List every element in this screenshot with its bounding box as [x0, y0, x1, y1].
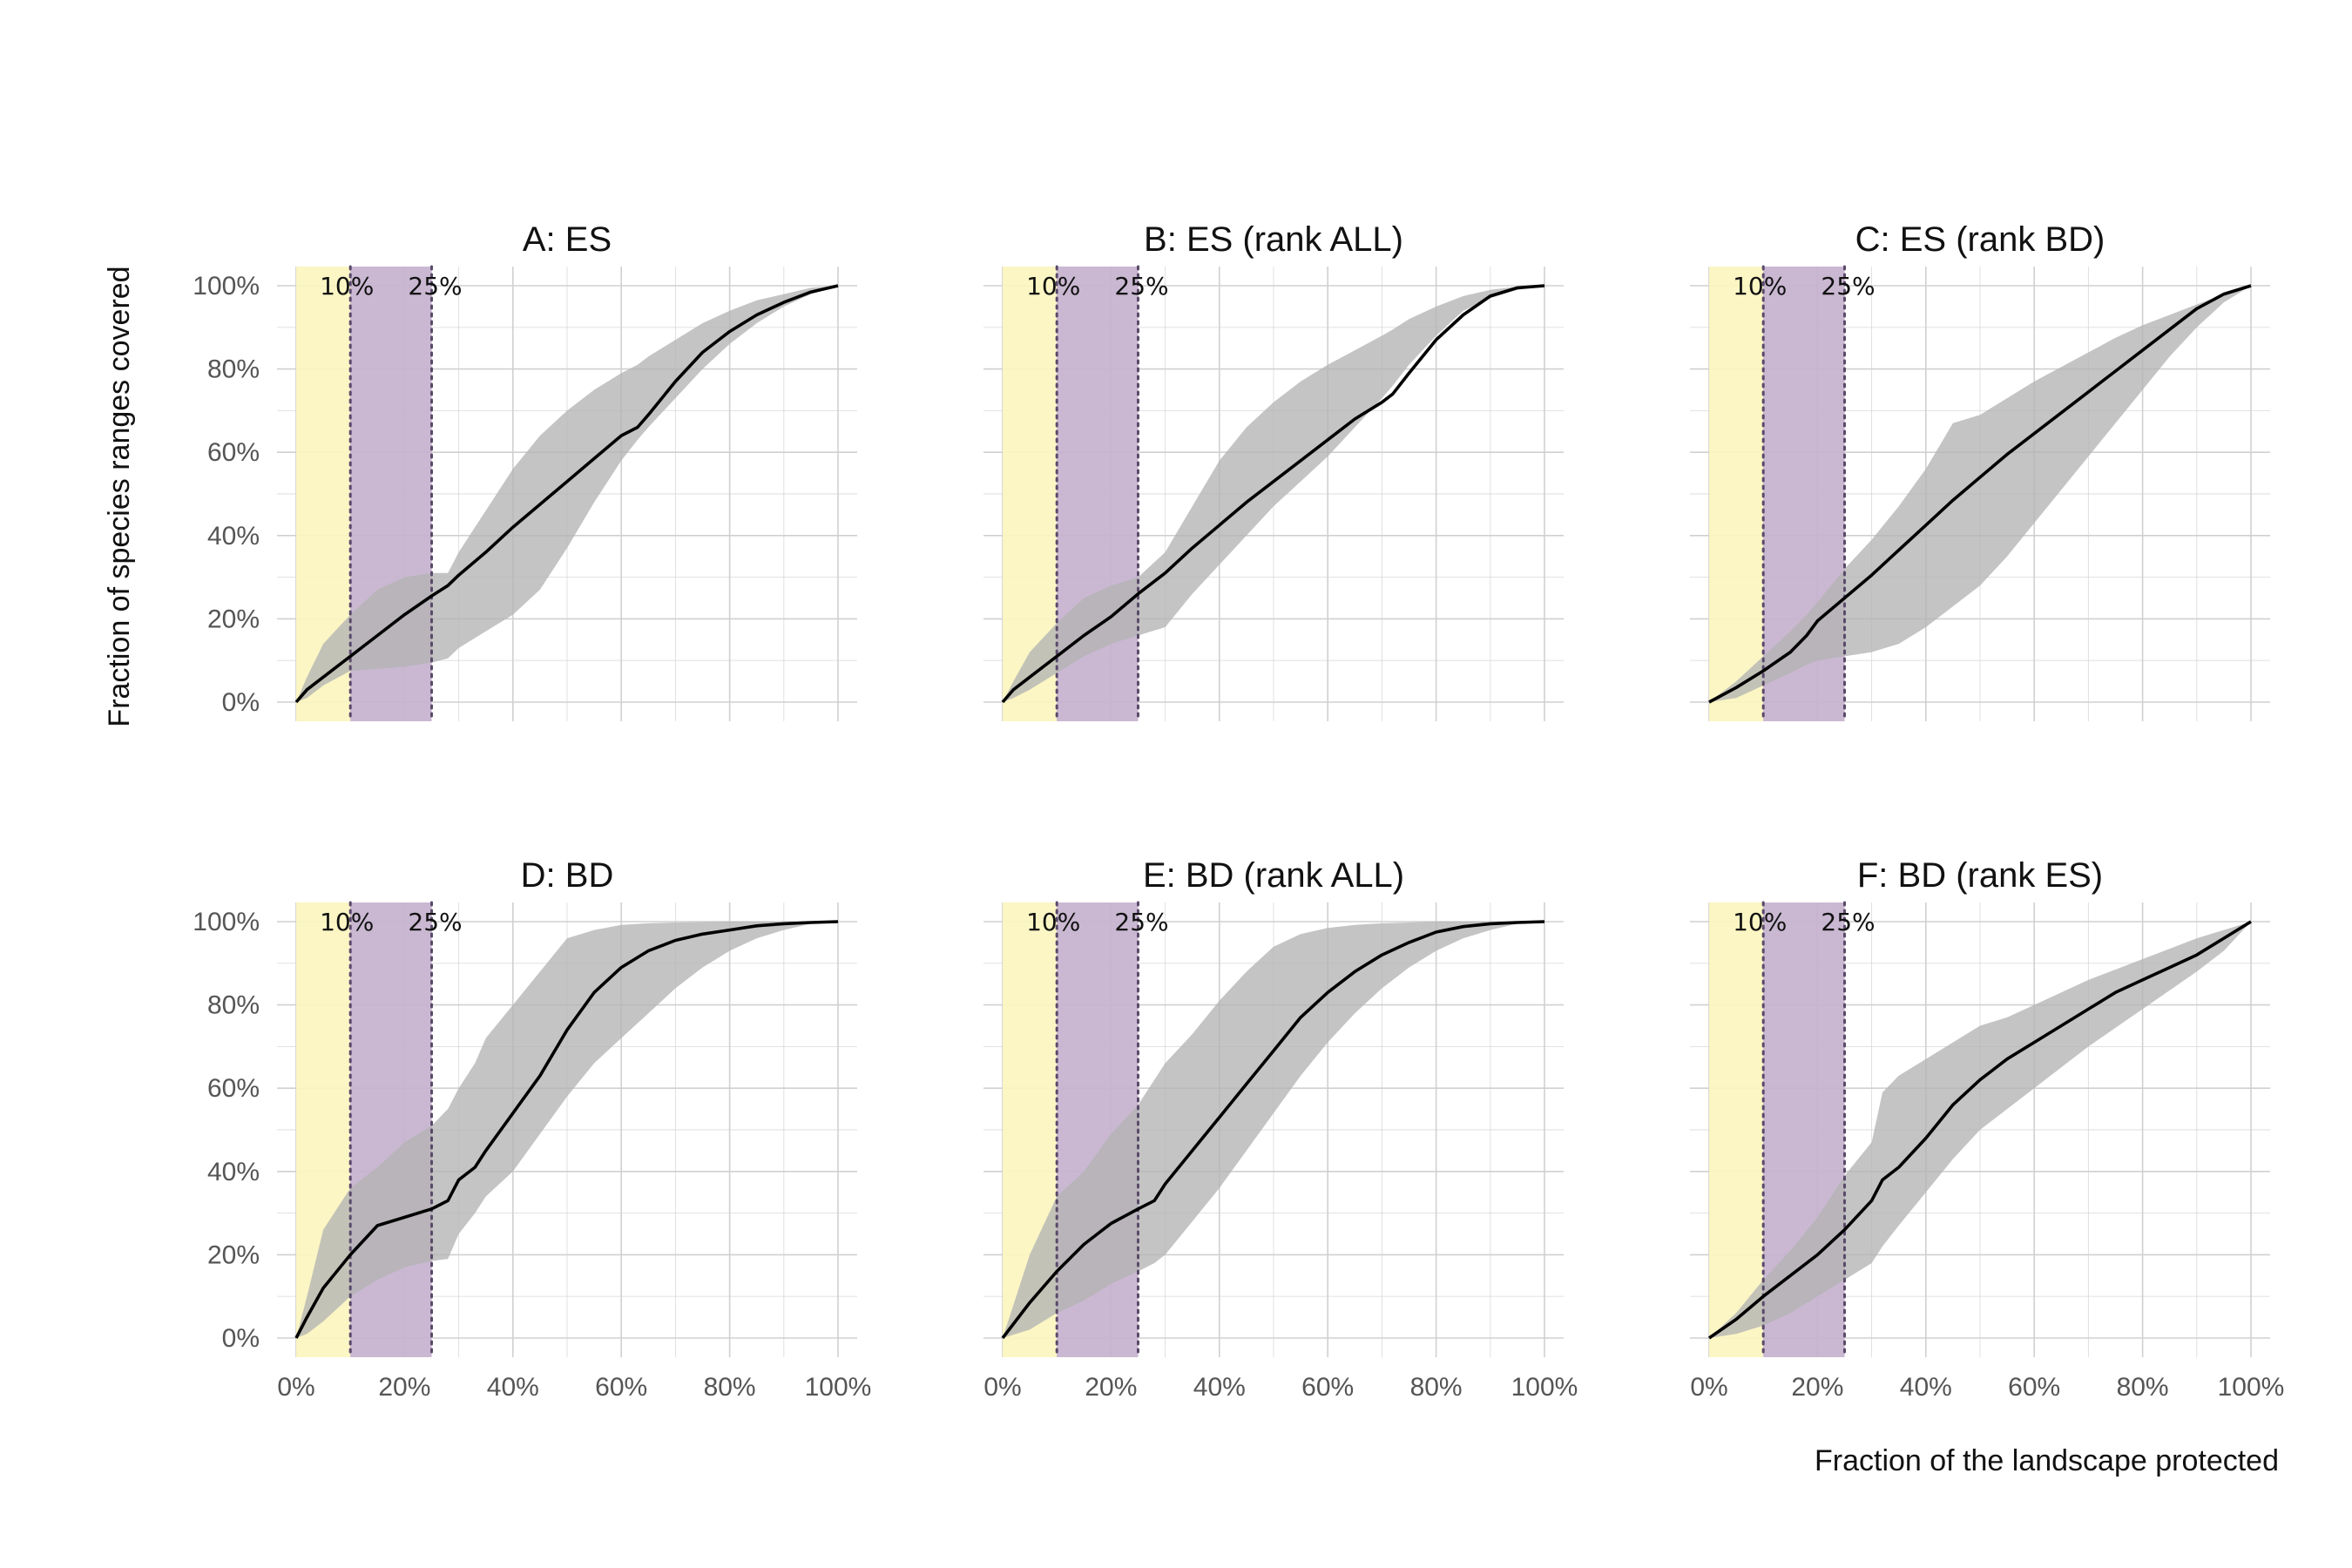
- x-tick-label: 60%: [2008, 1373, 2060, 1402]
- band-label-25: 25%: [408, 272, 462, 301]
- x-tick-label: 100%: [805, 1373, 872, 1402]
- panel-title: D: BD: [521, 856, 614, 895]
- y-tick-label: 100%: [193, 272, 260, 301]
- band-label-10: 10%: [1026, 908, 1080, 936]
- y-tick-label: 40%: [207, 1158, 260, 1186]
- x-axis-label: Fraction of the landscape protected: [1815, 1444, 2279, 1477]
- x-tick-label: 40%: [487, 1373, 539, 1402]
- band-label-25: 25%: [1114, 272, 1168, 301]
- x-tick-label: 100%: [1511, 1373, 1578, 1402]
- y-tick-label: 60%: [207, 1074, 260, 1103]
- panel-title: E: BD (rank ALL): [1143, 856, 1404, 895]
- mean-line: [294, 284, 839, 704]
- y-tick-label: 40%: [207, 522, 260, 551]
- x-tick-label: 40%: [1193, 1373, 1246, 1402]
- band-label-10: 10%: [1733, 272, 1787, 301]
- mean-line: [1708, 284, 2252, 704]
- x-tick-label: 80%: [2117, 1373, 2169, 1402]
- shaded-band-0-10: [1709, 267, 1764, 721]
- y-tick-label: 80%: [207, 355, 260, 384]
- x-tick-label: 80%: [1410, 1373, 1463, 1402]
- mean-line: [1001, 284, 1545, 704]
- band-label-10: 10%: [320, 908, 374, 936]
- x-tick-label: 0%: [1690, 1373, 1727, 1402]
- y-axis-label: Fraction of species ranges covered: [103, 266, 136, 727]
- y-tick-label: 100%: [193, 908, 260, 936]
- x-tick-label: 20%: [378, 1373, 430, 1402]
- x-tick-label: 0%: [277, 1373, 314, 1402]
- band-label-25: 25%: [1114, 908, 1168, 936]
- panel-title: F: BD (rank ES): [1857, 856, 2103, 895]
- shaded-band-0-10: [1709, 902, 1764, 1357]
- x-tick-label: 20%: [1085, 1373, 1137, 1402]
- band-label-10: 10%: [1026, 272, 1080, 301]
- x-tick-label: 60%: [595, 1373, 647, 1402]
- x-tick-label: 60%: [1301, 1373, 1354, 1402]
- panel-f: 10% 25% F: BD (rank ES) 0% 20% 40% 60% 80% 100%: [1690, 856, 2284, 1402]
- band-label-10: 10%: [1733, 908, 1787, 936]
- panels-container: 10% 25% A: ES 0% 20% 40% 60% 80% 100% 10% 25% B: ES…: [193, 220, 2284, 1402]
- x-tick-label: 20%: [1791, 1373, 1843, 1402]
- band-label-25: 25%: [408, 908, 462, 936]
- band-label-25: 25%: [1821, 908, 1875, 936]
- panel-title: A: ES: [523, 220, 612, 259]
- panel-title: B: ES (rank ALL): [1144, 220, 1403, 259]
- band-label-10: 10%: [320, 272, 374, 301]
- panel-title: C: ES (rank BD): [1855, 220, 2105, 259]
- x-tick-label: 0%: [983, 1373, 1021, 1402]
- panel-b: 10% 25% B: ES (rank ALL): [983, 220, 1564, 723]
- panel-e: 10% 25% E: BD (rank ALL) 0% 20% 40% 60% 80% 100%: [983, 856, 1578, 1402]
- y-tick-label: 20%: [207, 605, 260, 633]
- y-tick-label: 0%: [222, 1324, 260, 1353]
- band-label-25: 25%: [1821, 272, 1875, 301]
- mean-line: [294, 920, 839, 1339]
- y-tick-label: 80%: [207, 991, 260, 1020]
- mean-line: [1707, 920, 2252, 1340]
- y-tick-label: 0%: [222, 688, 260, 717]
- y-tick-label: 60%: [207, 438, 260, 467]
- x-tick-label: 40%: [1900, 1373, 1952, 1402]
- shaded-band-10-25: [350, 902, 432, 1357]
- panel-c: 10% 25% C: ES (rank BD): [1690, 220, 2270, 723]
- y-tick-label: 20%: [207, 1240, 260, 1269]
- panel-a: 10% 25% A: ES 0% 20% 40% 60% 80% 100%: [193, 220, 857, 723]
- x-tick-label: 80%: [704, 1373, 756, 1402]
- x-tick-label: 100%: [2218, 1373, 2285, 1402]
- mean-line: [1001, 920, 1545, 1340]
- panel-d: 10% 25% D: BD 0% 20% 40% 60% 80% 100% 0% 20% 40% 60%…: [193, 856, 871, 1402]
